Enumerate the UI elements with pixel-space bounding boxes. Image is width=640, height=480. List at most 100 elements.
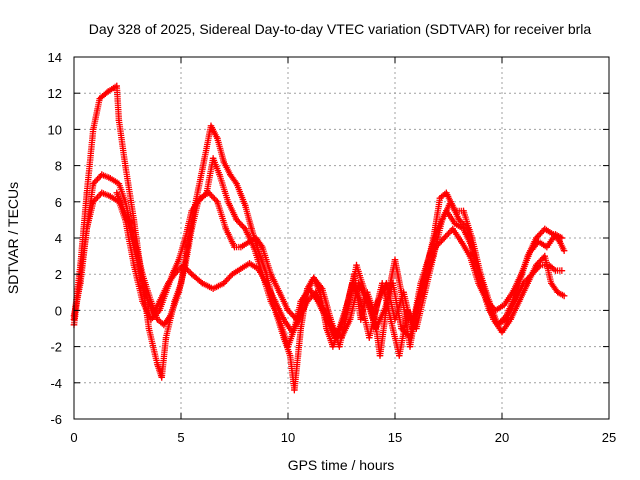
data-point-track-1-5 <box>105 88 112 95</box>
data-point-track-4-36 <box>423 271 431 278</box>
data-point-track-4-20 <box>289 328 296 336</box>
data-point-track-4-2 <box>132 252 140 260</box>
data-point-track-4-19 <box>280 316 287 323</box>
data-point-track-3-52 <box>490 316 497 323</box>
data-point-track-1-20 <box>207 122 215 129</box>
data-point-track-1-69 <box>560 247 568 254</box>
data-point-track-4-45 <box>500 301 508 309</box>
data-point-track-4-13 <box>229 271 236 278</box>
data-point-track-1-4 <box>96 95 103 102</box>
data-point-track-4-26 <box>338 334 345 341</box>
data-point-track-1-12 <box>154 361 161 368</box>
data-point-track-4-6 <box>165 280 172 287</box>
data-point-track-2-19 <box>209 155 217 162</box>
data-point-track-1-19 <box>199 166 206 173</box>
data-point-track-3-34 <box>336 343 343 350</box>
data-point-track-1-31 <box>286 352 294 359</box>
data-point-track-3-53 <box>498 328 506 336</box>
data-point-track-3-36 <box>353 261 360 269</box>
data-point-track-1-56 <box>460 207 467 215</box>
data-point-track-4-5 <box>156 298 163 305</box>
data-point-track-1-3 <box>90 126 97 133</box>
data-point-track-3-4 <box>98 189 105 196</box>
x-tick-label-1: 5 <box>177 430 184 445</box>
data-point-track-3-32 <box>319 285 326 292</box>
data-point-track-2-38 <box>366 334 373 341</box>
data-point-track-1-13 <box>158 374 165 381</box>
data-point-track-2-24 <box>250 243 257 251</box>
y-axis-label: SDTVAR / TECUs <box>5 182 21 294</box>
data-point-track-2-20 <box>216 171 223 178</box>
data-point-track-4-7 <box>171 271 178 278</box>
x-tick-label-4: 20 <box>495 430 509 445</box>
data-point-track-3-3 <box>90 198 97 205</box>
data-point-track-3-46 <box>438 216 446 224</box>
data-point-track-1-11 <box>145 325 153 332</box>
data-point-track-1-49 <box>406 343 414 350</box>
data-point-track-4-51 <box>552 231 559 238</box>
data-point-track-3-47 <box>447 198 454 205</box>
data-point-track-1-24 <box>233 180 240 187</box>
y-tick-label-0: -6 <box>50 412 62 427</box>
y-tick-label-8: 10 <box>48 122 62 137</box>
data-point-track-4-40 <box>458 238 465 245</box>
data-point-track-3-20 <box>222 225 230 233</box>
data-point-track-4-16 <box>254 265 262 272</box>
data-point-track-1-22 <box>220 158 227 166</box>
data-point-track-1-65 <box>533 234 540 242</box>
data-point-track-1-6 <box>113 82 120 90</box>
data-point-track-3-14 <box>175 256 183 263</box>
data-point-track-2-42 <box>400 289 407 296</box>
data-point-track-3-48 <box>456 216 463 224</box>
data-point-track-4-29 <box>364 298 371 305</box>
data-point-track-4-34 <box>406 334 414 341</box>
data-point-track-4-42 <box>475 280 482 287</box>
data-point-track-4-52 <box>558 234 566 242</box>
x-tick-label-3: 15 <box>388 430 402 445</box>
data-point-track-4-28 <box>355 280 362 287</box>
data-point-track-1-66 <box>541 225 548 233</box>
data-point-track-4-50 <box>543 243 551 251</box>
y-tick-label-7: 8 <box>55 159 62 174</box>
data-point-track-1-23 <box>227 171 234 178</box>
data-point-track-1-47 <box>391 256 399 263</box>
y-tick-label-2: -2 <box>50 340 62 355</box>
data-point-track-4-12 <box>220 280 227 287</box>
data-point-track-2-22 <box>233 216 240 224</box>
data-point-track-1-53 <box>436 195 444 202</box>
x-tick-label-0: 0 <box>70 430 77 445</box>
data-point-track-2-6 <box>115 180 123 187</box>
data-point-track-1-25 <box>242 202 249 209</box>
data-point-track-3-44 <box>421 289 429 296</box>
data-point-track-1-32 <box>291 386 298 394</box>
data-point-track-4-37 <box>432 243 439 251</box>
data-point-track-4-32 <box>389 280 397 287</box>
data-point-track-2-13 <box>167 312 174 319</box>
data-point-track-4-44 <box>492 307 499 314</box>
data-point-track-3-41 <box>396 352 403 359</box>
data-point-track-4-17 <box>263 280 270 287</box>
y-tick-label-9: 12 <box>48 86 62 101</box>
data-point-track-3-42 <box>404 307 411 314</box>
data-point-track-2-21 <box>224 198 232 205</box>
data-point-track-1-8 <box>122 162 129 169</box>
data-point-track-4-41 <box>466 252 474 260</box>
data-point-track-1-27 <box>257 252 264 260</box>
x-axis-label: GPS time / hours <box>288 457 395 473</box>
data-point-track-3-15 <box>182 234 189 242</box>
data-point-track-3-54 <box>507 316 514 323</box>
data-point-track-1-45 <box>376 352 384 359</box>
data-point-track-1-21 <box>214 135 221 142</box>
data-point-track-4-14 <box>237 265 245 272</box>
data-point-track-4-48 <box>526 249 533 256</box>
data-point-track-4-0 <box>113 189 120 196</box>
data-point-track-3-21 <box>231 243 238 251</box>
data-point-track-2-5 <box>107 175 114 182</box>
data-point-track-4-10 <box>199 280 206 287</box>
data-point-track-3-2 <box>83 225 90 233</box>
data-point-track-2-44 <box>417 280 424 287</box>
y-tick-label-3: 0 <box>55 303 62 318</box>
data-point-track-4-3 <box>141 289 148 296</box>
